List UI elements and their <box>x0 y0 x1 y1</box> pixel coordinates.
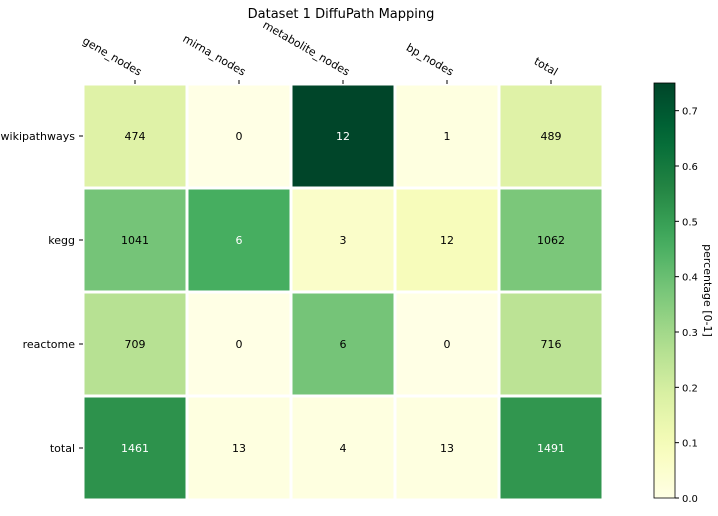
cell-value-label: 13 <box>232 442 246 455</box>
cell-value-label: 474 <box>125 130 146 143</box>
cell-value-label: 13 <box>440 442 454 455</box>
cell-value-label: 1461 <box>121 442 149 455</box>
cell-value-label: 6 <box>340 338 347 351</box>
heatmap-cell <box>289 186 397 294</box>
colorbar-tick-label: 0.1 <box>682 439 698 450</box>
colorbar-tick-label: 0.4 <box>682 273 698 284</box>
column-tick-label: gene_nodes <box>80 34 144 78</box>
column-tick-label: total <box>532 55 560 79</box>
chart-title: Dataset 1 DiffuPath Mapping <box>248 7 435 22</box>
cell-value-label: 0 <box>444 338 451 351</box>
row-tick-label: total <box>50 442 75 455</box>
column-tick-label: bp_nodes <box>404 41 456 79</box>
cell-value-label: 716 <box>541 338 562 351</box>
colorbar: 0.0 0.1 0.2 0.3 0.4 0.5 0.6 0.7 percentage [0-1] <box>653 82 714 505</box>
cell-value-label: 0 <box>236 338 243 351</box>
cell-value-label: 3 <box>340 234 347 247</box>
heatmap-cell <box>393 290 501 398</box>
cell-value-label: 709 <box>125 338 146 351</box>
cell-value-label: 4 <box>340 442 347 455</box>
cell-value-label: 1 <box>444 130 451 143</box>
heatmap-cell <box>289 394 397 502</box>
cell-value-label: 1491 <box>537 442 565 455</box>
heatmap-cell <box>497 186 605 294</box>
cell-value-label: 1041 <box>121 234 149 247</box>
colorbar-tick-label: 0.7 <box>682 107 698 118</box>
colorbar-tick-label: 0.2 <box>682 383 698 394</box>
colorbar-label: percentage [0-1] <box>701 244 714 337</box>
colorbar-tick-label: 0.0 <box>682 494 698 505</box>
heatmap-cell <box>393 394 501 502</box>
colorbar-tick-label: 0.3 <box>682 328 698 339</box>
column-tick-label: metabolite_nodes <box>261 18 353 78</box>
cell-value-label: 6 <box>236 234 243 247</box>
colorbar-tick-label: 0.6 <box>682 162 698 173</box>
cell-value-label: 12 <box>336 130 350 143</box>
colorbar-gradient <box>653 82 676 499</box>
cell-value-label: 489 <box>541 130 562 143</box>
heatmap-cells <box>81 82 605 502</box>
cell-value-label: 0 <box>236 130 243 143</box>
row-tick-label: wikipathways <box>1 130 76 143</box>
row-tick-label: kegg <box>48 234 75 247</box>
heatmap-cell <box>497 394 605 502</box>
column-tick-label: mirna_nodes <box>180 32 248 79</box>
heatmap-cell <box>185 82 293 190</box>
row-tick-label: reactome <box>23 338 76 351</box>
colorbar-tick-label: 0.5 <box>682 217 698 228</box>
heatmap-cell <box>185 290 293 398</box>
cell-value-label: 12 <box>440 234 454 247</box>
heatmap-cell <box>185 394 293 502</box>
cell-value-label: 1062 <box>537 234 565 247</box>
